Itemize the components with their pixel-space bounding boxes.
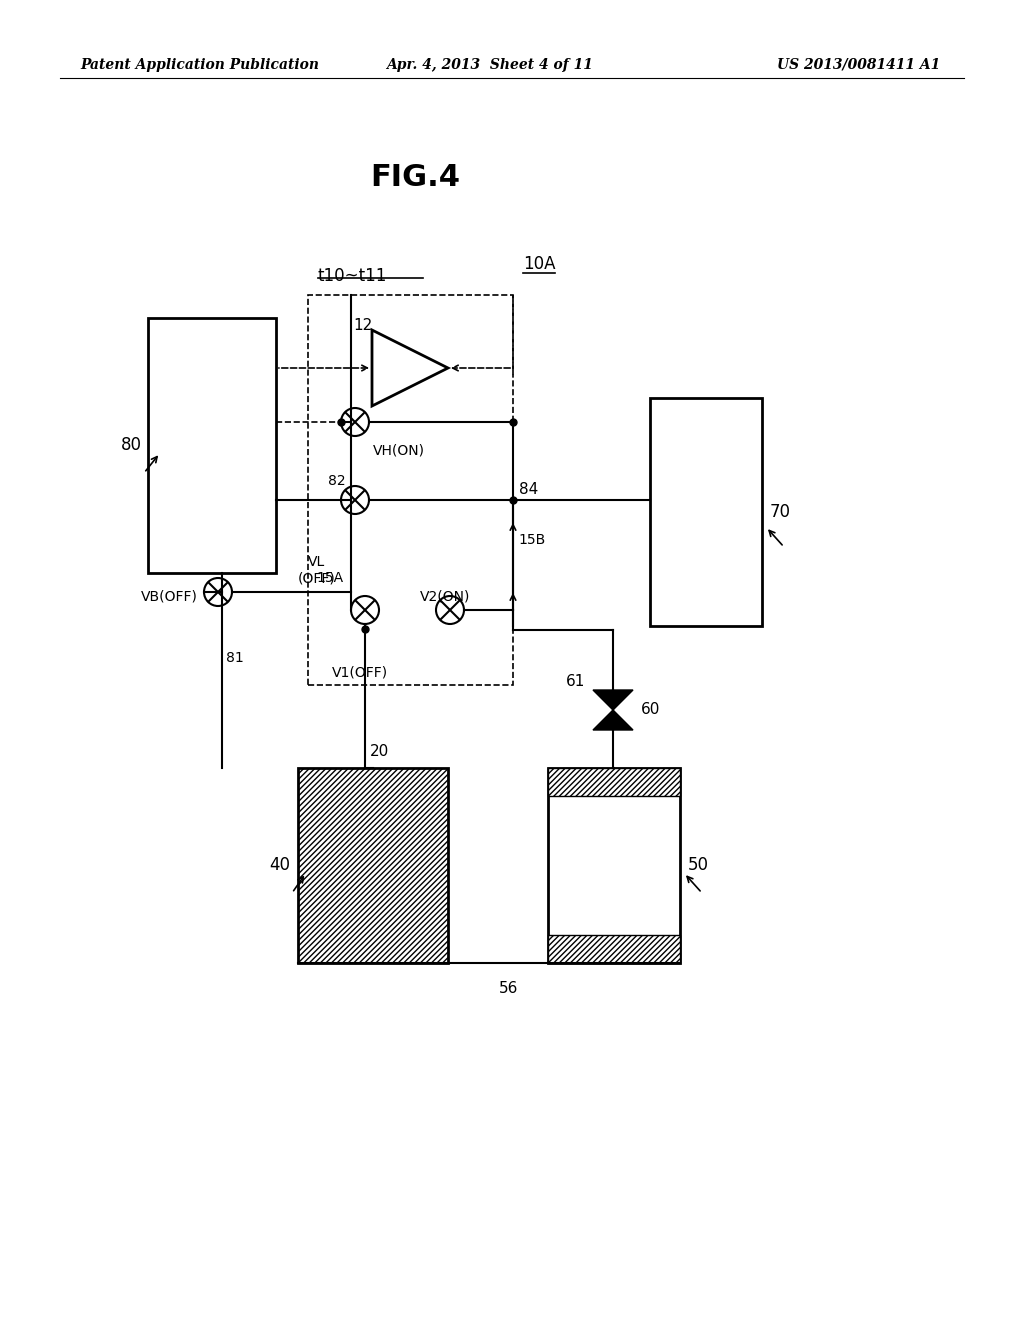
Text: t10~t11: t10~t11 [318, 267, 387, 285]
Text: 50: 50 [688, 855, 709, 874]
Bar [548, 935, 680, 964]
Text: 60: 60 [641, 702, 660, 718]
Text: Patent Application Publication: Patent Application Publication [80, 58, 319, 73]
Bar [650, 399, 762, 626]
Polygon shape [593, 710, 633, 730]
Text: US 2013/0081411 A1: US 2013/0081411 A1 [777, 58, 940, 73]
Bar [298, 768, 449, 964]
Text: FIG.4: FIG.4 [370, 164, 460, 193]
Text: 81: 81 [226, 651, 244, 665]
Text: VH(ON): VH(ON) [373, 444, 425, 458]
Text: 80: 80 [121, 436, 142, 454]
Text: VL
(OFF): VL (OFF) [298, 554, 336, 585]
Bar [308, 294, 513, 685]
Text: Apr. 4, 2013  Sheet 4 of 11: Apr. 4, 2013 Sheet 4 of 11 [387, 58, 594, 73]
Text: 15A: 15A [316, 572, 343, 585]
Text: V1(OFF): V1(OFF) [332, 667, 388, 680]
Text: 56: 56 [500, 981, 519, 997]
Text: 40: 40 [269, 855, 290, 874]
Text: 20: 20 [370, 744, 389, 759]
Bar [148, 318, 276, 573]
Text: 70: 70 [770, 503, 791, 521]
Polygon shape [593, 690, 633, 710]
Text: V2(ON): V2(ON) [420, 590, 470, 605]
Text: 82: 82 [328, 474, 346, 488]
Bar [548, 768, 680, 964]
Text: 12: 12 [353, 318, 373, 333]
Text: VB(OFF): VB(OFF) [141, 590, 198, 605]
Text: 15B: 15B [518, 533, 545, 546]
Text: 10A: 10A [523, 255, 555, 273]
Text: 84: 84 [519, 482, 539, 498]
Bar [548, 768, 680, 796]
Text: 61: 61 [565, 675, 585, 689]
